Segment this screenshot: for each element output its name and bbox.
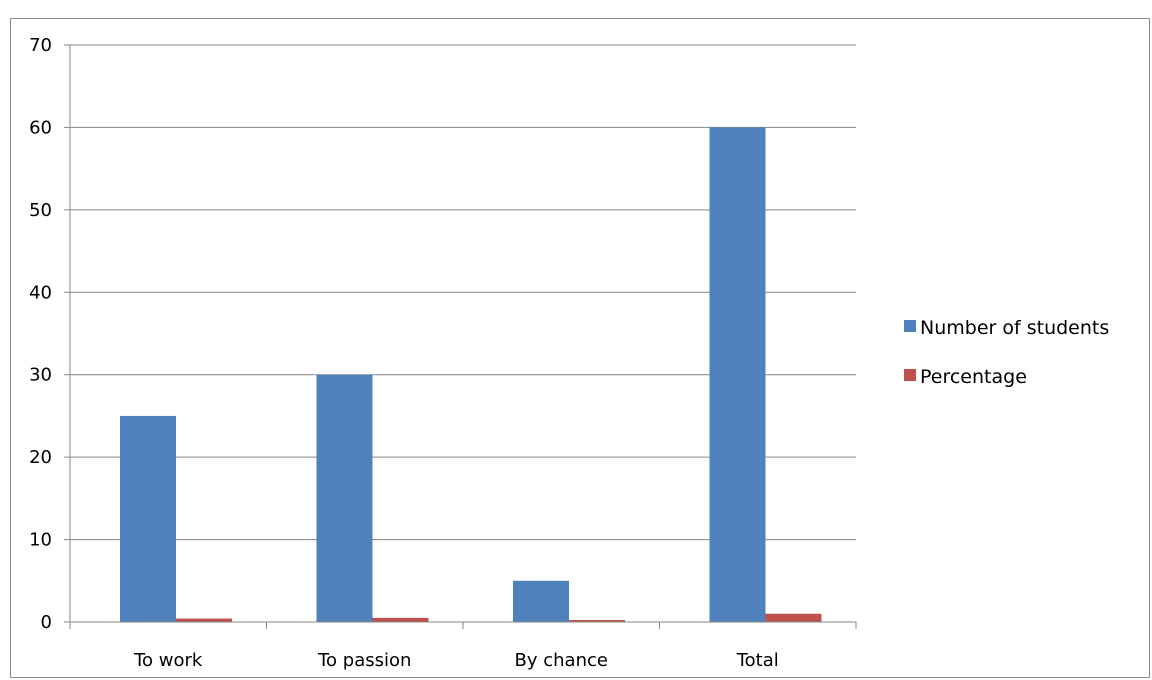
y-axis-ticks: 0 10 20 30 40 50 60 70 [29, 35, 70, 633]
legend-swatch [904, 369, 916, 381]
legend: Number of students Percentage [904, 317, 1109, 388]
legend-label: Percentage [920, 366, 1027, 388]
bars [120, 127, 822, 622]
bar-number-of-students-to-work [120, 415, 176, 622]
x-tick-label: To work [133, 650, 203, 671]
y-tick-label: 10 [29, 530, 52, 551]
x-axis-ticks: To work To passion By chance Total [69, 622, 857, 671]
legend-label: Number of students [920, 317, 1109, 339]
y-tick-label: 70 [29, 35, 52, 56]
bar-percentage-total [765, 613, 822, 622]
bar-number-of-students-by-chance [513, 580, 569, 622]
y-tick-label: 30 [29, 365, 52, 386]
y-tick-label: 60 [29, 117, 52, 138]
bar-percentage-to-work [176, 618, 232, 622]
x-tick-label: Total [736, 650, 779, 671]
y-tick-label: 40 [29, 282, 52, 303]
x-tick-label: By chance [515, 650, 608, 671]
legend-swatch [904, 320, 916, 332]
y-tick-label: 0 [41, 612, 52, 633]
bar-percentage-by-chance [569, 620, 625, 622]
bar-number-of-students-total [709, 127, 766, 622]
bar-number-of-students-to-passion [316, 374, 373, 622]
chart-frame [10, 18, 1150, 678]
bar-percentage-to-passion [372, 617, 429, 622]
y-tick-label: 50 [29, 200, 52, 221]
x-tick-label: To passion [317, 650, 411, 671]
y-tick-label: 20 [29, 447, 52, 468]
